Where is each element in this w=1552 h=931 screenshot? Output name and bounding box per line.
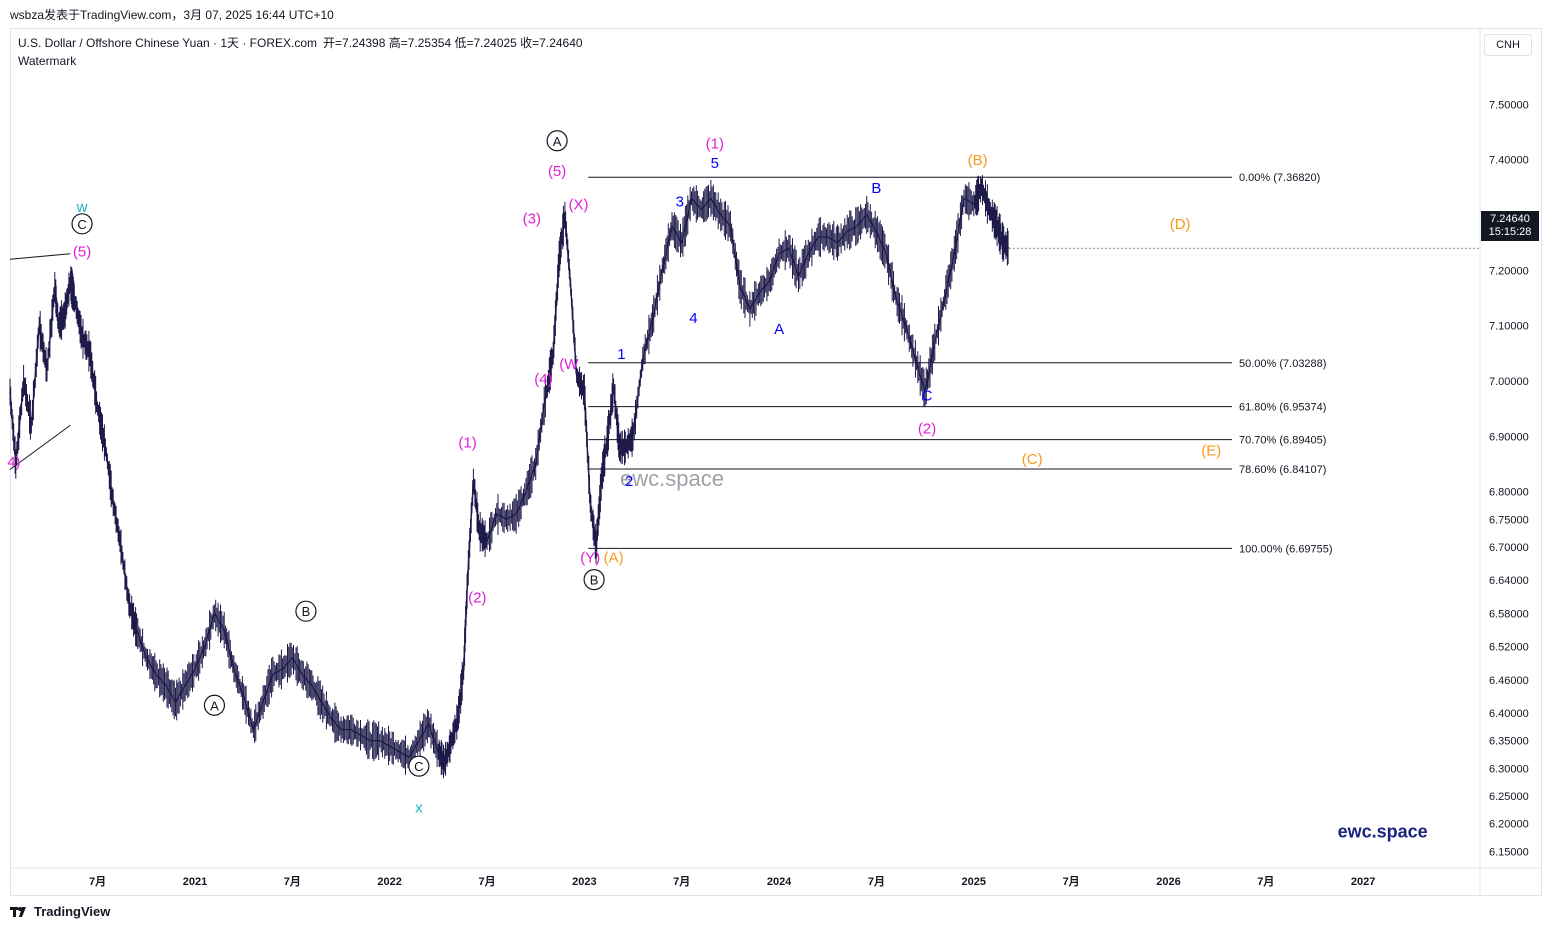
watermark-text: ewc.space xyxy=(620,466,724,491)
wave-label: (2) xyxy=(918,421,936,438)
trend-line[interactable] xyxy=(9,424,71,470)
y-tick-label: 6.46000 xyxy=(1489,675,1529,687)
wave-label: (Y) xyxy=(580,550,600,567)
wave-label: C xyxy=(77,217,86,232)
trend-line[interactable] xyxy=(9,253,71,260)
wave-label: (A) xyxy=(604,550,624,567)
y-tick-label: 6.90000 xyxy=(1489,431,1529,443)
y-tick-label: 7.50000 xyxy=(1489,99,1529,111)
wave-label: (C) xyxy=(1022,451,1043,468)
wave-label: (B) xyxy=(968,152,988,169)
chart-frame xyxy=(10,28,1542,896)
wave-label: 3 xyxy=(676,194,684,211)
wave-label: B xyxy=(871,180,881,197)
brand-watermark: ewc.space xyxy=(1338,822,1428,842)
wave-label-circle xyxy=(546,130,568,152)
wave-label: (1) xyxy=(458,434,476,451)
wave-label-circle xyxy=(408,755,430,777)
wave-label-circle xyxy=(583,569,605,591)
x-tick-label: 2023 xyxy=(572,876,596,888)
fib-level-label: 61.80% (6.95374) xyxy=(1239,402,1326,414)
wave-label: B xyxy=(590,573,599,588)
x-tick-label: 7月 xyxy=(284,875,301,888)
footer-brand: TradingView xyxy=(34,904,111,919)
tradingview-logo-icon xyxy=(10,906,26,917)
y-tick-label: 6.15000 xyxy=(1489,846,1529,858)
wave-label: A xyxy=(774,321,784,338)
y-tick-label: 7.00000 xyxy=(1489,376,1529,388)
y-tick-label: 6.80000 xyxy=(1489,487,1529,499)
x-tick-label: 7月 xyxy=(1063,875,1080,888)
wave-label: (5) xyxy=(548,163,566,180)
x-tick-label: 2025 xyxy=(962,876,986,888)
wave-label: 5 xyxy=(711,155,719,172)
y-tick-label: 6.35000 xyxy=(1489,736,1529,748)
wave-label: 2 xyxy=(625,473,633,490)
wave-label: 1 xyxy=(617,346,625,363)
x-tick-label: 7月 xyxy=(868,875,885,888)
price-candles xyxy=(9,175,1009,779)
fib-level-label: 50.00% (7.03288) xyxy=(1239,358,1326,370)
x-tick-label: 2021 xyxy=(183,876,207,888)
x-tick-label: 2027 xyxy=(1351,876,1375,888)
y-tick-label: 7.20000 xyxy=(1489,265,1529,277)
wave-label: (X) xyxy=(569,196,589,213)
wave-label: (D) xyxy=(1170,216,1191,233)
x-tick-label: 2022 xyxy=(377,876,401,888)
ohlc-values: 开=7.24398 高=7.25354 低=7.24025 收=7.24640 xyxy=(323,36,583,50)
x-tick-label: 7月 xyxy=(89,875,106,888)
wave-label: (4) xyxy=(534,371,552,388)
wave-label: 4 xyxy=(689,310,697,327)
y-tick-label: 6.52000 xyxy=(1489,642,1529,654)
current-price: 7.24640 xyxy=(1490,213,1530,225)
y-tick-label: 6.30000 xyxy=(1489,763,1529,775)
y-tick-label: 7.40000 xyxy=(1489,155,1529,167)
x-tick-label: 7月 xyxy=(1257,875,1274,888)
chart-legend: U.S. Dollar / Offshore Chinese Yuan · 1天… xyxy=(18,34,583,68)
wave-label: (5) xyxy=(73,243,91,260)
x-tick-label: 2024 xyxy=(767,876,792,888)
y-tick-label: 7.10000 xyxy=(1489,321,1529,333)
x-tick-label: 7月 xyxy=(673,875,690,888)
footer: TradingView xyxy=(10,904,110,919)
current-price-badge: 7.24640 15:15:28 xyxy=(1481,211,1539,241)
wave-label: A xyxy=(210,698,219,713)
fib-level-label: 100.00% (6.69755) xyxy=(1239,543,1333,555)
wave-label-circle xyxy=(295,600,317,622)
currency-button[interactable]: CNH xyxy=(1484,34,1532,56)
wave-label: (2) xyxy=(468,589,486,606)
watermark-indicator-label[interactable]: Watermark xyxy=(18,54,77,68)
y-tick-label: 6.20000 xyxy=(1489,819,1529,831)
y-tick-label: 6.25000 xyxy=(1489,791,1529,803)
wave-label: w xyxy=(76,199,88,216)
wave-label: C xyxy=(414,759,423,774)
fib-level-label: 0.00% (7.36820) xyxy=(1239,172,1320,184)
wave-label: (E) xyxy=(1201,443,1221,460)
y-tick-label: 6.70000 xyxy=(1489,542,1529,554)
wave-label: A xyxy=(553,134,562,149)
fib-level-label: 78.60% (6.84107) xyxy=(1239,464,1326,476)
wave-label: (W xyxy=(559,356,579,373)
bar-countdown: 15:15:28 xyxy=(1488,226,1532,238)
y-tick-label: 6.58000 xyxy=(1489,608,1529,620)
wave-label: x xyxy=(415,800,423,817)
wave-label: 4) xyxy=(7,454,20,471)
wave-label: B xyxy=(302,604,311,619)
symbol-info[interactable]: U.S. Dollar / Offshore Chinese Yuan · 1天… xyxy=(18,36,318,50)
y-tick-label: 6.75000 xyxy=(1489,514,1529,526)
wave-label: C xyxy=(922,387,933,404)
fib-level-label: 70.70% (6.89405) xyxy=(1239,435,1326,447)
y-tick-label: 6.64000 xyxy=(1489,575,1529,587)
x-tick-label: 2026 xyxy=(1156,876,1180,888)
wave-label-circle xyxy=(71,213,93,235)
wave-label-circle xyxy=(203,694,226,716)
y-tick-label: 6.40000 xyxy=(1489,708,1529,720)
wave-label: (1) xyxy=(706,136,724,153)
x-tick-label: 7月 xyxy=(478,875,495,888)
publication-caption: wsbza发表于TradingView.com，3月 07, 2025 16:4… xyxy=(10,8,334,22)
wave-label: (3) xyxy=(523,210,541,227)
